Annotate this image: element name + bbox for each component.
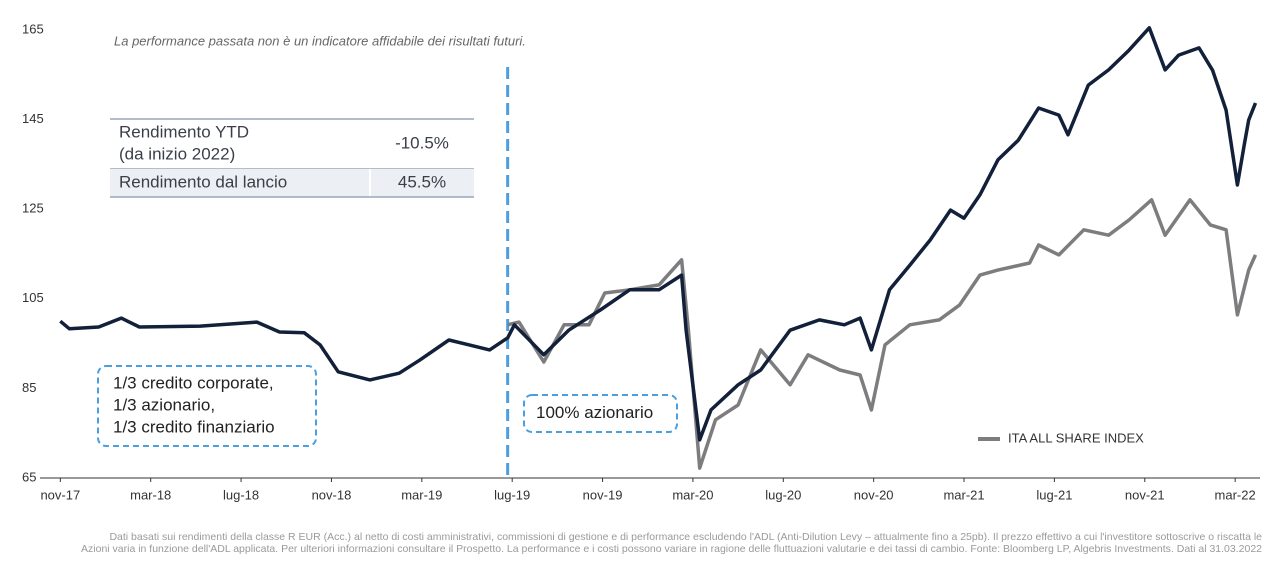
x-tick-label: nov-18 <box>312 487 352 502</box>
x-tick-label: mar-20 <box>672 487 713 502</box>
y-tick-label: 85 <box>22 380 36 395</box>
x-tick-label: nov-19 <box>583 487 623 502</box>
annotation-text: 100% azionario <box>536 403 653 422</box>
table-value: 45.5% <box>398 172 446 191</box>
y-tick-label: 165 <box>22 21 44 36</box>
subtitle: La performance passata non è un indicato… <box>114 33 526 48</box>
annotation-box <box>97 365 317 447</box>
y-tick-label: 145 <box>22 111 44 126</box>
annotation-text: 1/3 azionario, <box>113 395 215 414</box>
annotation-text: 1/3 credito corporate, <box>113 373 274 392</box>
table-label: (da inizio 2022) <box>119 144 235 163</box>
x-tick-label: lug-18 <box>223 487 259 502</box>
x-tick-label: nov-17 <box>40 487 80 502</box>
y-tick-label: 65 <box>22 469 36 484</box>
x-tick-label: nov-20 <box>854 487 894 502</box>
x-tick-label: nov-21 <box>1125 487 1165 502</box>
table-label: Rendimento YTD <box>119 122 249 141</box>
x-tick-label: lug-20 <box>765 487 801 502</box>
table-label: Rendimento dal lancio <box>119 172 287 191</box>
footnote: Dati basati sui rendimenti della classe … <box>109 531 1262 543</box>
table-value: -10.5% <box>395 133 449 152</box>
legend-label: ITA ALL SHARE INDEX <box>1008 430 1144 445</box>
x-tick-label: lug-21 <box>1036 487 1072 502</box>
x-tick-label: mar-22 <box>1215 487 1256 502</box>
annotation-text: 1/3 credito finanziario <box>113 417 275 436</box>
series-line <box>59 26 1258 442</box>
table-row-bg <box>110 169 474 197</box>
series-line <box>507 198 1258 470</box>
y-tick-label: 105 <box>22 290 44 305</box>
footnote: Azioni varia in funzione dell'ADL applic… <box>81 543 1262 555</box>
x-tick-label: mar-18 <box>130 487 171 502</box>
y-tick-label: 125 <box>22 201 44 216</box>
x-tick-label: lug-19 <box>494 487 530 502</box>
annotation-box <box>523 394 678 433</box>
x-tick-label: mar-21 <box>943 487 984 502</box>
x-tick-label: mar-19 <box>401 487 442 502</box>
